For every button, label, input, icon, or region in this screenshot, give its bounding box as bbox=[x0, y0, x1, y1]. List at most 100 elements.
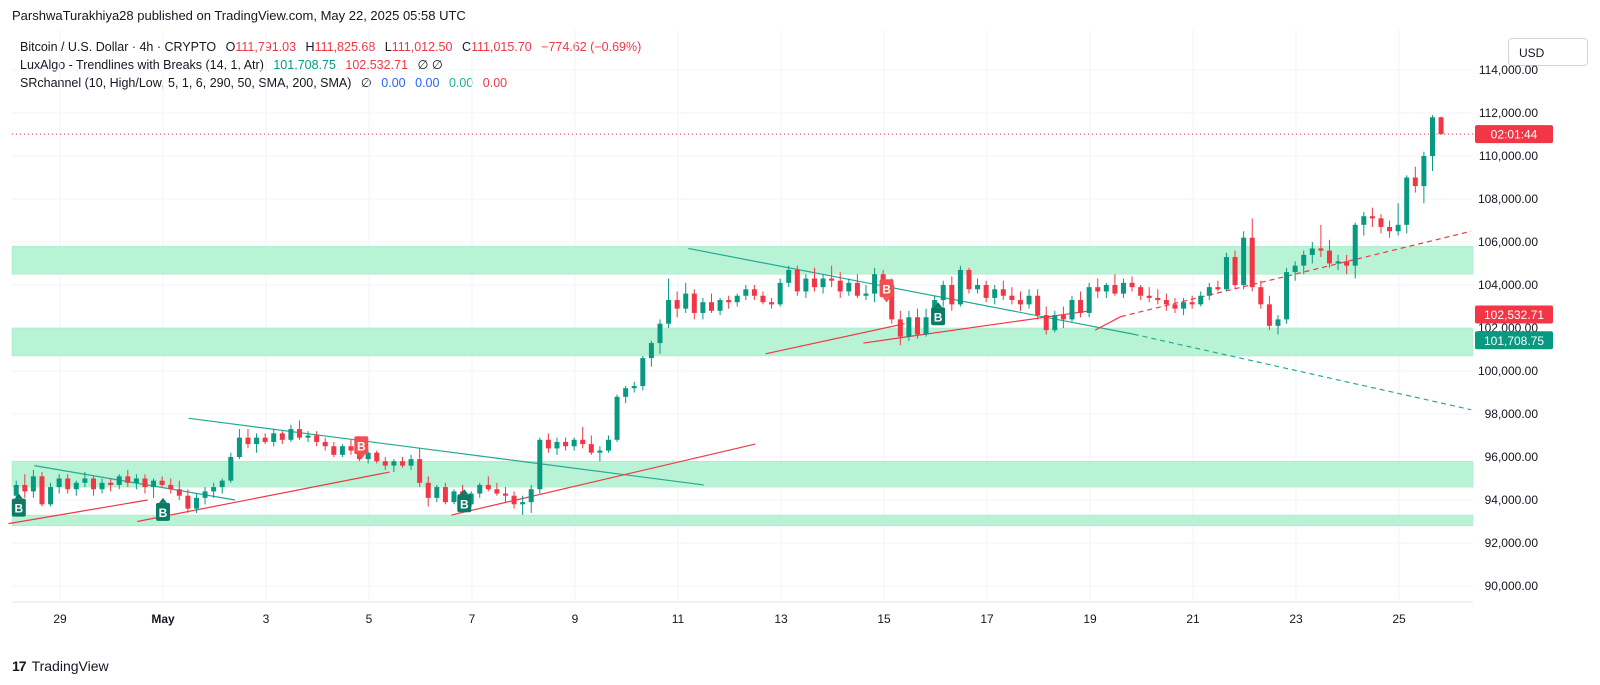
candle-body bbox=[1129, 282, 1135, 288]
candle-body bbox=[288, 429, 294, 440]
break-marker-badge bbox=[879, 279, 894, 298]
x-tick-label: 21 bbox=[1186, 612, 1200, 626]
candle-body bbox=[39, 476, 45, 505]
candle-body bbox=[73, 482, 79, 490]
candle bbox=[1266, 295, 1272, 331]
candle bbox=[1301, 250, 1307, 275]
luxalgo-empty-values: ∅ ∅ bbox=[417, 58, 443, 72]
candle bbox=[168, 478, 174, 494]
candle bbox=[554, 437, 560, 455]
candle bbox=[271, 429, 277, 447]
candle bbox=[760, 291, 766, 305]
break-marker: B bbox=[11, 493, 26, 517]
indicator-name-srchannel[interactable]: SRchannel (10, High/Low, 5, 1, 6, 290, 5… bbox=[20, 76, 352, 90]
candle bbox=[734, 293, 740, 307]
candle-body bbox=[1095, 287, 1101, 292]
candle bbox=[1275, 315, 1281, 335]
candle-body bbox=[1043, 315, 1049, 331]
candle-body bbox=[254, 437, 260, 445]
candle bbox=[837, 272, 843, 298]
break-marker-arrow bbox=[357, 454, 366, 460]
candle-body bbox=[1138, 287, 1144, 296]
currency-button[interactable]: USD bbox=[1508, 38, 1588, 66]
price-label: 02:01:44 bbox=[1475, 125, 1553, 144]
candle bbox=[777, 278, 783, 307]
legend-indicator-srchannel[interactable]: SRchannel (10, High/Low, 5, 1, 6, 290, 5… bbox=[20, 74, 647, 92]
candle bbox=[1198, 291, 1204, 307]
candle-body bbox=[537, 439, 543, 490]
candle bbox=[1181, 297, 1187, 316]
candle-body bbox=[949, 285, 955, 305]
candle bbox=[245, 429, 251, 449]
candle bbox=[1284, 267, 1290, 324]
candle bbox=[1189, 295, 1195, 309]
candle-body bbox=[374, 452, 380, 462]
candle-body bbox=[168, 484, 174, 490]
x-tick-label: 5 bbox=[366, 612, 373, 626]
symbol-label[interactable]: Bitcoin / U.S. Dollar · 4h · CRYPTO bbox=[20, 40, 217, 54]
candle bbox=[949, 276, 955, 311]
candle-body bbox=[520, 502, 526, 505]
candle bbox=[30, 469, 36, 498]
candle-body bbox=[1155, 297, 1161, 301]
candle bbox=[1258, 280, 1264, 309]
candle bbox=[674, 291, 680, 318]
candle bbox=[1095, 278, 1101, 298]
candle bbox=[605, 435, 611, 453]
candle bbox=[1043, 306, 1049, 335]
candle-body bbox=[1258, 287, 1264, 305]
support-trendline bbox=[765, 323, 905, 355]
candle bbox=[923, 308, 929, 337]
break-marker-arrow bbox=[460, 489, 469, 495]
candle bbox=[1361, 211, 1367, 236]
candle-body bbox=[623, 388, 629, 397]
candle-body bbox=[803, 278, 809, 292]
candle bbox=[1138, 285, 1144, 301]
candle-body bbox=[314, 435, 320, 442]
candle bbox=[1009, 287, 1015, 305]
candle bbox=[82, 472, 88, 488]
candle-body bbox=[854, 282, 860, 296]
candle-body bbox=[734, 295, 740, 303]
candle bbox=[940, 280, 946, 307]
candle bbox=[1438, 116, 1444, 135]
candle-body bbox=[30, 476, 36, 492]
support-trendline bbox=[137, 471, 390, 523]
candle-body bbox=[760, 295, 766, 303]
indicator-name-luxalgo[interactable]: LuxAlgo - Trendlines with Breaks (14, 1,… bbox=[20, 58, 264, 72]
break-marker-label: B bbox=[934, 310, 943, 324]
candle-body bbox=[305, 435, 311, 438]
price-axis: 90,000.00 92,000.00 94,000.00 96,000.00 98,0… bbox=[1478, 63, 1538, 593]
candle-body bbox=[271, 433, 277, 442]
legend-symbol-row[interactable]: Bitcoin / U.S. Dollar · 4h · CRYPTO O 111… bbox=[20, 38, 647, 56]
candle bbox=[863, 285, 869, 301]
candle-body bbox=[906, 317, 912, 337]
candle bbox=[803, 274, 809, 298]
price-chart[interactable]: B B B B B B 90,000.00 92,000.00 94,000.00 96,000… bbox=[0, 0, 1600, 650]
candle bbox=[1112, 274, 1118, 296]
candle bbox=[211, 482, 217, 498]
candle-body bbox=[48, 487, 54, 505]
candle bbox=[1052, 310, 1058, 333]
candle bbox=[374, 450, 380, 464]
y-tick-label: 100,000.00 bbox=[1478, 364, 1538, 378]
candle-body bbox=[185, 495, 191, 509]
candle-body bbox=[1292, 265, 1298, 273]
candle-body bbox=[1103, 285, 1109, 292]
candle bbox=[1017, 291, 1023, 311]
legend-indicator-luxalgo[interactable]: LuxAlgo - Trendlines with Breaks (14, 1,… bbox=[20, 56, 647, 74]
price-label: 102,532.71 bbox=[1475, 305, 1553, 324]
tradingview-brand[interactable]: 17 TradingView bbox=[12, 658, 109, 674]
candle-body bbox=[726, 300, 732, 303]
srchannel-value-4: 0.00 bbox=[482, 76, 508, 90]
candle bbox=[511, 491, 517, 509]
price-label-bg bbox=[1475, 305, 1553, 324]
candle-body bbox=[966, 269, 972, 290]
candle bbox=[425, 476, 431, 507]
candle-body bbox=[442, 487, 448, 503]
candle bbox=[262, 433, 268, 445]
candle-body bbox=[211, 487, 217, 492]
candle-body bbox=[1275, 319, 1281, 326]
candle-body bbox=[391, 461, 397, 466]
candle-body bbox=[1387, 226, 1393, 232]
